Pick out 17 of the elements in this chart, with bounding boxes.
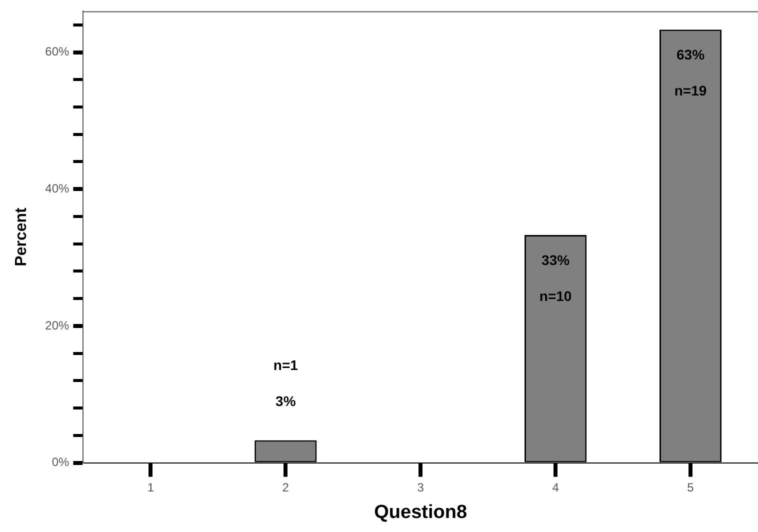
x-tick-label: 3	[417, 480, 424, 494]
y-tick-label: 60%	[45, 44, 70, 59]
x-axis-title: Question8	[374, 502, 468, 523]
x-tick-label: 4	[552, 480, 560, 494]
annotation: n=19	[674, 82, 707, 99]
y-tick-label: 20%	[45, 318, 70, 332]
data-label: 33%	[542, 252, 570, 268]
x-tick-label: 1	[147, 480, 154, 494]
annotation: n=1	[273, 357, 298, 374]
x-tick-label: 2	[282, 480, 290, 494]
y-tick-label: 0%	[52, 455, 70, 470]
y-tick-label: 40%	[45, 181, 70, 196]
annotation: n=10	[539, 288, 572, 304]
x-tick-label: 5	[687, 480, 694, 494]
data-label: 63%	[676, 46, 706, 63]
data-label: 3%	[276, 393, 296, 410]
y-axis-title: Percent	[13, 206, 30, 266]
